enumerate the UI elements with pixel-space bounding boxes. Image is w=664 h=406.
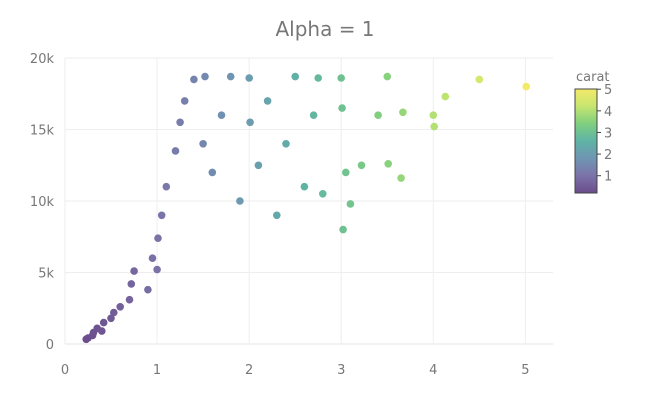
data-point [357,161,366,170]
colorbar-gradient [574,88,598,194]
axis-layer: 0 5k 10k 15k 20k 0 1 2 3 4 5 [30,52,530,378]
data-point [125,295,134,304]
data-point [441,92,450,101]
data-point [319,190,327,198]
data-point [199,140,207,148]
colorbar-tick-label: 5 [604,83,612,98]
data-point [157,211,166,220]
x-tick-label: 5 [521,363,529,378]
data-point [176,118,184,127]
colorbar-tick-label: 4 [604,105,612,120]
data-point [291,72,300,81]
data-point [337,74,346,82]
data-point [346,200,355,208]
data-point [153,265,161,274]
data-point [374,111,382,119]
data-point [429,111,438,119]
data-point [180,97,189,105]
data-point [399,108,407,117]
data-point [338,104,346,112]
data-point [314,74,323,82]
data-point [430,122,439,131]
data-point [339,225,347,234]
data-point [116,303,124,311]
data-point [397,174,405,182]
y-tick-label: 10k [30,195,55,210]
colorbar-title: carat [576,70,610,85]
colorbar-tick-label: 2 [604,148,612,163]
data-point [300,182,309,191]
data-point [309,111,318,119]
data-point [162,182,171,191]
x-tick-label: 0 [61,363,69,378]
y-tick-label: 5k [38,267,54,282]
x-tick-label: 4 [429,363,437,378]
data-point [208,168,217,177]
data-point [144,285,152,294]
x-tick-label: 2 [245,363,253,378]
data-point [130,267,138,275]
data-point [342,168,350,177]
data-point [226,72,235,81]
data-point [263,97,272,105]
data-point [384,160,393,168]
data-point [190,75,198,84]
data-point [171,147,180,155]
chart-title: Alpha = 1 [275,17,374,41]
data-point [254,161,263,170]
y-tick-label: 20k [30,52,55,67]
data-point [98,327,106,335]
data-point [154,234,162,242]
colorbar: carat 1 2 3 4 5 [574,70,612,194]
grid-layer [64,57,553,345]
points-layer [82,72,531,344]
data-point [107,314,115,323]
data-point [127,280,136,288]
data-point [383,72,392,81]
data-point [246,118,254,127]
data-point [282,140,290,148]
colorbar-tick-label: 3 [604,126,612,141]
data-point [245,74,253,82]
x-tick-label: 1 [153,363,161,378]
data-point [217,111,226,119]
x-tick-label: 3 [337,363,345,378]
data-point [475,75,484,84]
data-point [201,72,209,81]
y-tick-label: 0 [46,338,54,353]
data-point [522,82,531,91]
colorbar-tick-label: 1 [604,170,612,185]
data-point [148,254,157,262]
data-point [236,197,244,205]
data-point [110,308,118,317]
data-point [99,318,108,327]
data-point [273,211,281,220]
y-tick-label: 15k [30,124,55,139]
